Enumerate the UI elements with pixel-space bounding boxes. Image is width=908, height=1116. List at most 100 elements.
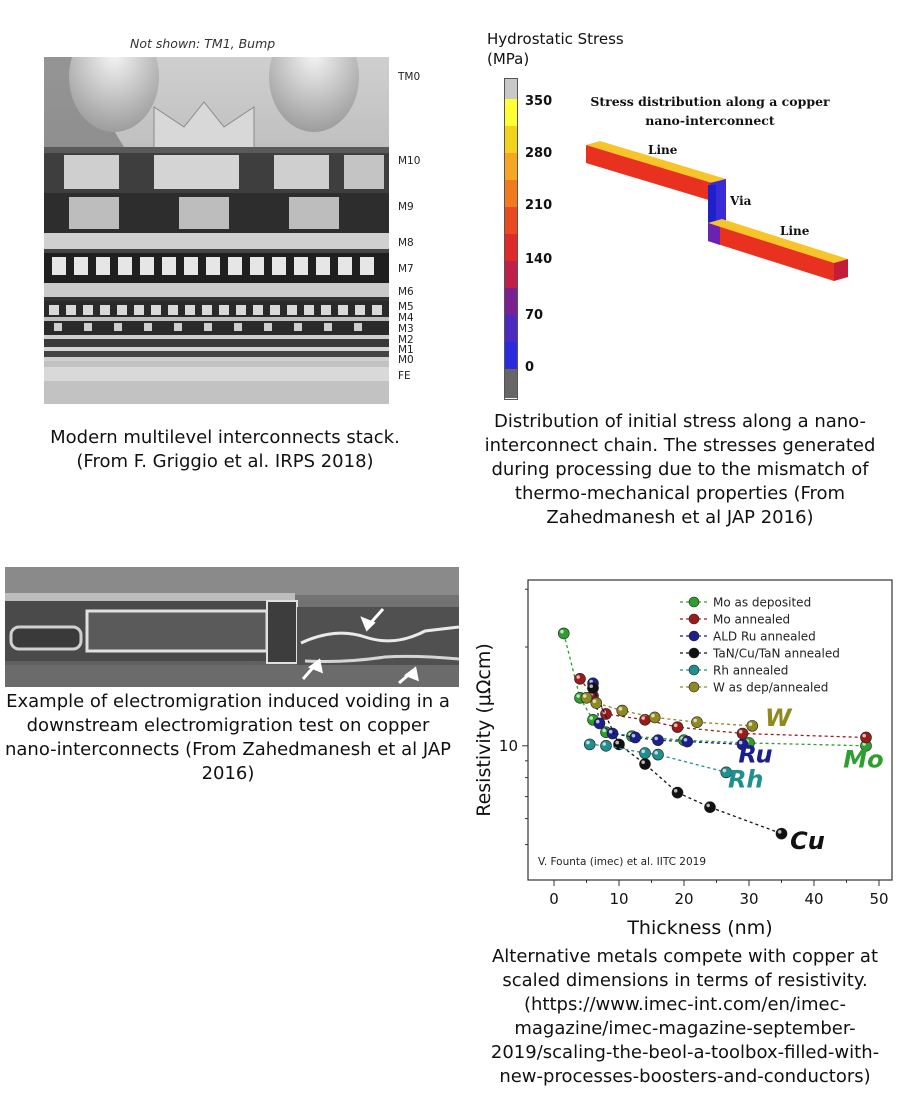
data-point-highlight	[777, 830, 782, 834]
layer-label-m1: M1	[398, 344, 414, 356]
data-point-highlight	[673, 789, 678, 793]
data-point	[681, 735, 694, 748]
colorbar-title-line2: (MPa)	[487, 50, 530, 68]
caption-line: Zahedmanesh et al JAP 2016)	[546, 507, 814, 528]
colorbar-tick: 70	[525, 308, 544, 323]
data-point-highlight	[582, 694, 587, 698]
data-point-highlight	[602, 728, 606, 733]
data-point	[613, 738, 625, 751]
colorbar-segment	[505, 288, 517, 315]
data-point	[746, 720, 759, 732]
stress-colorbar	[504, 78, 518, 400]
caption-line: (From F. Griggio et al. IRPS 2018)	[76, 451, 374, 472]
data-point-highlight	[862, 733, 866, 738]
caption-line: downstream electromigration test on copp…	[26, 715, 430, 736]
chart-annotation: V. Founta (imec) et al. IITC 2019	[538, 856, 706, 868]
colorbar-tick: 0	[525, 360, 535, 375]
caption-line: nano-interconnects (From Zahedmanesh et …	[4, 739, 452, 760]
colorbar-segment	[505, 315, 517, 342]
data-point	[639, 758, 651, 770]
data-point-highlight	[641, 716, 645, 720]
resistivity-chart: 0 10 20 30 40 50 10 Thickness (nm) Resistivity (…	[473, 579, 893, 939]
legend-label: TaN/Cu/TaN annealed	[712, 647, 840, 661]
resistivity-caption: Alternative metals compete with copper a…	[465, 945, 905, 1089]
label-via: Via	[730, 194, 752, 208]
interconnect-stress-diagram	[586, 141, 848, 281]
label-line-bottom: Line	[780, 224, 810, 238]
data-point	[671, 721, 684, 733]
data-point-highlight	[651, 713, 655, 718]
caption-line: Distribution of initial stress along a n…	[493, 411, 867, 432]
layer-label-m10: M10	[398, 155, 421, 167]
layer-label-m8: M8	[398, 237, 414, 249]
caption-line: (https://www.imec-int.com/en/imec-	[523, 994, 847, 1015]
caption-line: scaled dimensions in terms of resistivit…	[502, 970, 868, 991]
data-point	[583, 738, 596, 751]
data-point-highlight	[631, 733, 636, 738]
data-point	[557, 627, 570, 640]
colorbar-segment	[505, 342, 517, 369]
layer-label-tm0: TM0	[398, 71, 421, 83]
layer-label-m0: M0	[398, 354, 414, 366]
data-point-highlight	[722, 768, 727, 773]
colorbar-segment	[505, 126, 517, 153]
layer-label-m3: M3	[398, 323, 414, 335]
data-point	[600, 708, 612, 720]
data-point	[691, 716, 703, 728]
colorbar-segment	[505, 99, 517, 126]
data-point-highlight	[641, 749, 645, 754]
x-axis-label: Thickness (nm)	[626, 917, 772, 939]
caption-line: thermo-mechanical properties (From	[514, 483, 846, 504]
colorbar-segment	[505, 261, 517, 288]
series-line	[592, 687, 782, 835]
data-point-highlight	[748, 722, 753, 726]
data-point	[704, 801, 716, 813]
data-point-highlight	[592, 699, 597, 704]
electromigration-caption: Example of electromigration induced void…	[0, 690, 456, 786]
diagram-title-line1: Stress distribution along a copper	[590, 94, 830, 109]
caption-line: Alternative metals compete with copper a…	[491, 946, 879, 967]
data-point	[580, 692, 593, 704]
caption-line: new-processes-boosters-and-conductors)	[499, 1066, 871, 1087]
caption-line: interconnect chain. The stresses generat…	[484, 435, 876, 456]
x-tick-label: 0	[549, 890, 559, 908]
data-point	[574, 672, 586, 685]
data-point-highlight	[608, 729, 613, 734]
layer-label-m2: M2	[398, 334, 414, 346]
data-point	[593, 717, 606, 730]
colorbar-segment	[505, 207, 517, 234]
caption-line: magazine/imec-magazine-september-	[514, 1018, 856, 1039]
data-point	[652, 748, 664, 761]
series-label-cu: Cu	[790, 827, 825, 855]
x-tick-label: 50	[869, 890, 888, 908]
stack-caption: Modern multilevel interconnects stack. (…	[20, 426, 430, 474]
data-point	[639, 747, 651, 759]
data-point	[671, 786, 684, 799]
colorbar-segment	[505, 79, 517, 99]
colorbar-segment	[505, 369, 517, 398]
legend-marker	[688, 681, 700, 693]
legend-marker	[688, 647, 700, 659]
data-point	[648, 711, 661, 724]
data-point-highlight	[589, 716, 593, 720]
colorbar-title: Hydrostatic Stress (MPa)	[487, 29, 624, 69]
data-point-highlight	[615, 740, 619, 745]
legend-marker	[688, 613, 700, 625]
data-point	[590, 697, 603, 709]
data-point-highlight	[618, 707, 623, 711]
y-axis-label: Resistivity (μΩcm)	[473, 643, 495, 817]
colorbar-segment	[505, 180, 517, 207]
caption-line: 2016)	[201, 763, 255, 784]
colorbar-tick: 210	[525, 198, 553, 213]
series-label-ru: Ru	[738, 740, 772, 768]
data-point-highlight	[683, 737, 688, 742]
interconnect-stack-image	[44, 57, 389, 404]
layer-label-m4: M4	[398, 312, 414, 324]
caption-line: Modern multilevel interconnects stack.	[50, 427, 400, 448]
colorbar-title-line1: Hydrostatic Stress	[487, 30, 624, 48]
legend-label: Mo annealed	[713, 613, 790, 627]
y-tick-label: 10	[499, 737, 518, 755]
legend-marker	[688, 664, 700, 676]
data-point-highlight	[673, 723, 678, 728]
x-tick-label: 30	[739, 890, 758, 908]
